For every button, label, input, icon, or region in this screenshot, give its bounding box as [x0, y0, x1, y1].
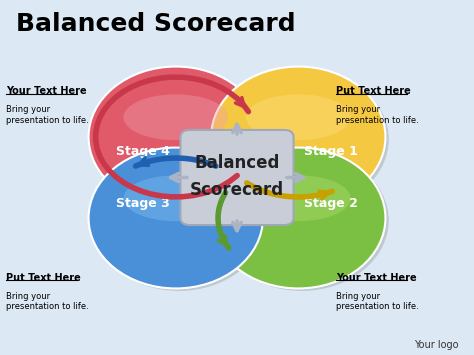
Text: Stage 4: Stage 4	[116, 144, 170, 158]
Text: Your Text Here: Your Text Here	[336, 273, 417, 283]
Text: Bring your
presentation to life.: Bring your presentation to life.	[6, 292, 89, 311]
Text: Bring your
presentation to life.: Bring your presentation to life.	[336, 292, 419, 311]
Ellipse shape	[92, 150, 266, 291]
Ellipse shape	[211, 66, 385, 207]
Text: Your Text Here: Your Text Here	[6, 86, 87, 96]
Text: Stage 2: Stage 2	[304, 197, 358, 211]
Text: Bring your
presentation to life.: Bring your presentation to life.	[336, 105, 419, 125]
Text: Your logo: Your logo	[414, 340, 458, 350]
Ellipse shape	[214, 150, 389, 291]
Ellipse shape	[246, 175, 351, 221]
Text: Scorecard: Scorecard	[190, 181, 284, 199]
Ellipse shape	[246, 94, 351, 140]
Text: Put Text Here: Put Text Here	[6, 273, 81, 283]
Ellipse shape	[89, 148, 263, 289]
Text: Put Text Here: Put Text Here	[336, 86, 410, 96]
Ellipse shape	[214, 69, 389, 210]
Ellipse shape	[123, 175, 228, 221]
Text: Stage 3: Stage 3	[116, 197, 170, 211]
Ellipse shape	[211, 148, 385, 289]
Text: Stage 1: Stage 1	[304, 144, 358, 158]
Text: Balanced Scorecard: Balanced Scorecard	[16, 12, 295, 36]
Text: Bring your
presentation to life.: Bring your presentation to life.	[6, 105, 89, 125]
Ellipse shape	[92, 69, 266, 210]
Ellipse shape	[89, 66, 263, 207]
FancyBboxPatch shape	[181, 130, 293, 225]
Text: Balanced: Balanced	[194, 154, 280, 173]
Ellipse shape	[123, 94, 228, 140]
